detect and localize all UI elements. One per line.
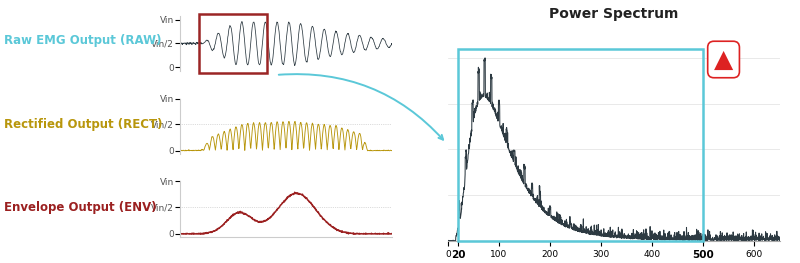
Bar — [199, 14, 267, 73]
Text: ▲: ▲ — [714, 48, 733, 72]
Text: Raw EMG Output (RAW): Raw EMG Output (RAW) — [4, 34, 162, 47]
Title: Power Spectrum: Power Spectrum — [550, 7, 678, 21]
Text: Envelope Output (ENV): Envelope Output (ENV) — [4, 201, 157, 214]
Bar — [458, 49, 703, 241]
Text: Rectified Output (RECT): Rectified Output (RECT) — [4, 118, 162, 132]
